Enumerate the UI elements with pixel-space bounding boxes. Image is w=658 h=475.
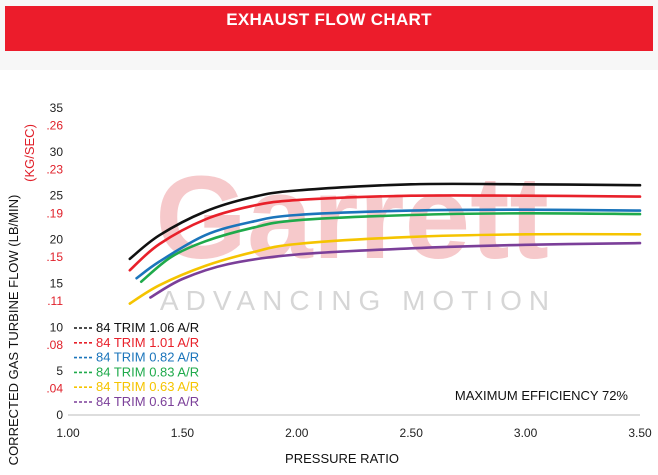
legend-label: 84 TRIM 0.61 A/R — [96, 394, 199, 409]
y-tick-label: 15 — [50, 276, 64, 290]
legend: 84 TRIM 1.06 A/R84 TRIM 1.01 A/R84 TRIM … — [74, 320, 199, 409]
y-tick-label-secondary: .04 — [46, 382, 63, 396]
legend-label: 84 TRIM 1.06 A/R — [96, 320, 199, 335]
y-tick-label-secondary: .15 — [46, 250, 63, 264]
y-tick-label-secondary: .23 — [46, 162, 63, 176]
series-line-2 — [128, 194, 642, 272]
axes: 1.00 1.50 2.00 2.50 3.00 3.50 0 5 10 15 20 25 30 35 .0… — [46, 101, 652, 440]
y-tick-label-secondary: .11 — [47, 294, 63, 308]
y-tick-label: 5 — [56, 364, 63, 378]
y-axis-title: CORRECTED GAS TURBINE FLOW (LB/MIN) — [6, 195, 21, 466]
exhaust-flow-chart: Garrett ADVANCING MOTION 1.00 1.50 2.00 2.5… — [6, 101, 652, 466]
y-tick-label: 25 — [50, 189, 64, 203]
annotation-max-efficiency: MAXIMUM EFFICIENCY 72% — [455, 388, 629, 403]
watermark-tagline: ADVANCING MOTION — [160, 285, 556, 316]
legend-label: 84 TRIM 1.01 A/R — [96, 335, 199, 350]
y-tick-label: 30 — [50, 145, 64, 159]
legend-label: 84 TRIM 0.63 A/R — [96, 379, 199, 394]
series-lines — [128, 182, 642, 305]
x-tick-label: 3.50 — [628, 426, 652, 440]
y-tick-label: 10 — [50, 320, 64, 334]
x-tick-label: 2.00 — [285, 426, 309, 440]
series-line-1 — [128, 182, 642, 261]
header-banner: EXHAUST FLOW CHART — [5, 6, 653, 51]
y-tick-label-secondary: .26 — [46, 119, 63, 133]
y-tick-label-secondary: .08 — [46, 338, 63, 352]
y-tick-label: 35 — [50, 101, 64, 115]
x-tick-label: 1.00 — [56, 426, 80, 440]
series-line-5 — [128, 232, 642, 305]
y-tick-label: 20 — [50, 233, 64, 247]
y-axis-title-secondary: (KG/SEC) — [22, 124, 37, 182]
y-tick-label: 0 — [56, 408, 63, 422]
legend-label: 84 TRIM 0.82 A/R — [96, 350, 199, 365]
x-tick-label: 2.50 — [400, 426, 424, 440]
series-line-3 — [135, 208, 642, 280]
page-title: EXHAUST FLOW CHART — [226, 10, 432, 29]
x-tick-label: 3.00 — [514, 426, 538, 440]
series-line-6 — [149, 241, 642, 299]
x-axis-title: PRESSURE RATIO — [285, 451, 399, 466]
legend-label: 84 TRIM 0.83 A/R — [96, 364, 199, 379]
chart-panel: Garrett ADVANCING MOTION 1.00 1.50 2.00 2.5… — [0, 70, 658, 475]
x-tick-label: 1.50 — [171, 426, 195, 440]
series-line-4 — [139, 211, 642, 283]
y-tick-label-secondary: .19 — [46, 206, 63, 220]
